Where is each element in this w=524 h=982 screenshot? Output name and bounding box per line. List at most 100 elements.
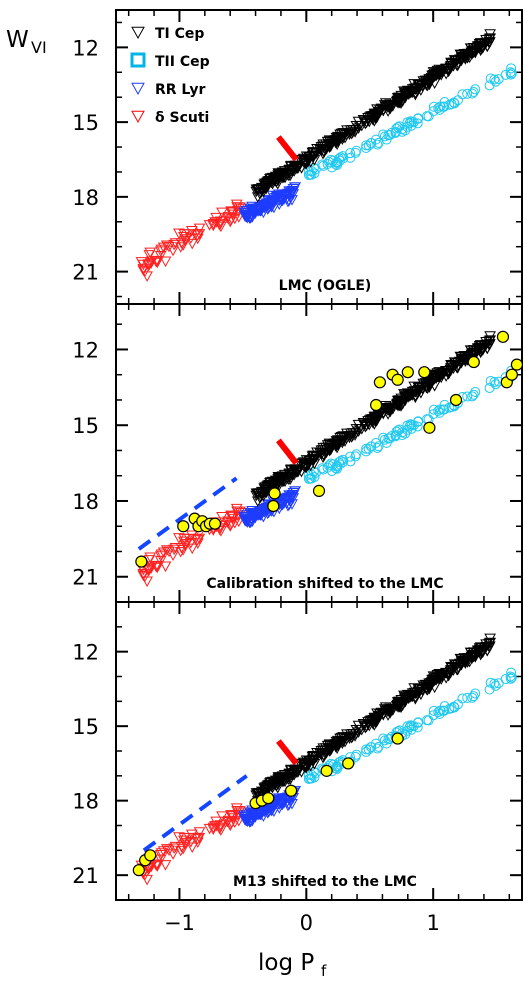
ti-cep-point xyxy=(341,729,353,740)
delta-scuti-point xyxy=(193,223,206,235)
ti-cep-point xyxy=(278,776,290,787)
delta-scuti-point xyxy=(174,845,187,857)
ti-cep-point xyxy=(459,54,472,65)
calibrator-point xyxy=(177,520,190,533)
red-separator-bar xyxy=(276,739,299,766)
ti-cep-point xyxy=(470,43,483,54)
tii-cep-point xyxy=(370,134,381,145)
y-tick-label: 12 xyxy=(72,641,99,665)
ti-cep-point xyxy=(369,713,381,725)
tii-cep-point xyxy=(338,457,349,468)
delta-scuti-point xyxy=(189,229,202,240)
tii-cep-point xyxy=(404,722,415,733)
delta-scuti-point xyxy=(168,544,180,556)
y-tick-label: 12 xyxy=(72,36,99,60)
ti-cep-point xyxy=(273,169,285,181)
delta-scuti-point xyxy=(185,829,198,841)
calibrator-point xyxy=(262,792,275,805)
legend-triangle-marker xyxy=(131,26,145,40)
ti-cep-point xyxy=(299,155,312,167)
ti-cep-point xyxy=(261,177,273,189)
ti-cep-point xyxy=(269,175,282,187)
tii-cep-point xyxy=(386,431,397,442)
tii-cep-point xyxy=(462,391,473,402)
rr-lyr-point xyxy=(254,510,266,521)
delta-scuti-point xyxy=(179,839,192,851)
tii-cep-point xyxy=(493,678,504,689)
panel-label: Calibration shifted to the LMC xyxy=(206,576,443,592)
y-tick-label: 18 xyxy=(72,790,99,814)
tii-cep-point xyxy=(394,424,405,435)
delta-scuti-point xyxy=(232,516,245,528)
data-points xyxy=(135,330,522,588)
delta-scuti-point xyxy=(189,533,202,545)
ti-cep-point xyxy=(401,689,414,701)
ti-cep-point xyxy=(463,656,476,668)
tii-cep-point xyxy=(404,118,415,129)
ti-cep-point xyxy=(404,691,417,702)
x-tick-label: −1 xyxy=(164,911,195,935)
delta-scuti-point xyxy=(160,240,173,252)
tii-cep-point xyxy=(490,76,501,87)
tii-cep-point xyxy=(439,705,450,716)
tii-cep-point xyxy=(505,67,516,78)
tii-cep-point xyxy=(303,469,314,480)
ti-cep-point xyxy=(317,750,330,761)
calibrator-point xyxy=(391,732,404,745)
ti-cep-point xyxy=(455,53,468,64)
ti-cep-point xyxy=(323,445,336,457)
ti-cep-point xyxy=(409,692,422,703)
tii-cep-point xyxy=(468,389,479,400)
tii-cep-point xyxy=(506,63,517,74)
ti-cep-point xyxy=(261,481,273,493)
tii-cep-point xyxy=(306,469,317,480)
rr-lyr-point xyxy=(261,195,274,206)
ti-cep-point xyxy=(470,647,483,659)
ti-cep-point xyxy=(320,745,333,756)
y-tick-label: 18 xyxy=(72,490,99,514)
rr-lyr-point xyxy=(275,796,288,807)
data-points xyxy=(132,633,517,886)
delta-scuti-point xyxy=(155,848,168,859)
calibrator-point xyxy=(391,373,404,386)
ti-cep-point xyxy=(406,690,419,702)
tii-cep-point xyxy=(303,166,314,177)
delta-scuti-point xyxy=(207,218,220,230)
legend-label: TII Cep xyxy=(155,54,210,70)
delta-scuti-point xyxy=(207,822,220,834)
ti-cep-point xyxy=(260,180,272,192)
delta-scuti-point xyxy=(186,842,199,854)
calibrator-point xyxy=(496,330,510,343)
tii-cep-point xyxy=(394,121,405,132)
ti-cep-point xyxy=(311,144,323,155)
tii-cep-point xyxy=(323,156,334,167)
ti-cep-point xyxy=(295,767,308,778)
calibrator-point xyxy=(208,517,222,530)
delta-scuti-point xyxy=(193,827,206,838)
tii-cep-point xyxy=(428,106,439,117)
calibrator-point xyxy=(267,499,280,513)
legend: TI Cep TII Cep RR Lyr δ Scuti xyxy=(130,26,210,126)
rr-lyr-point xyxy=(238,811,251,822)
tii-cep-point xyxy=(317,159,328,170)
tii-cep-point xyxy=(345,152,356,163)
data-points xyxy=(135,29,517,282)
tii-cep-point xyxy=(361,142,372,153)
ti-cep-point xyxy=(377,708,390,720)
rr-lyr-point xyxy=(280,498,293,509)
calibrator-point xyxy=(342,757,355,770)
ti-cep-point xyxy=(334,733,346,745)
ti-cep-point xyxy=(299,461,312,472)
ti-cep-point xyxy=(409,88,422,99)
delta-scuti-point xyxy=(169,238,182,249)
ti-cep-point xyxy=(401,88,414,100)
tii-cep-point xyxy=(361,443,372,454)
ti-cep-point xyxy=(308,754,320,766)
ti-cep-point xyxy=(323,746,336,757)
ti-cep-point xyxy=(286,770,298,781)
ti-cep-point xyxy=(314,748,327,760)
ti-cep-point xyxy=(352,116,365,128)
tii-cep-point xyxy=(309,168,320,179)
delta-scuti-point xyxy=(232,815,245,827)
